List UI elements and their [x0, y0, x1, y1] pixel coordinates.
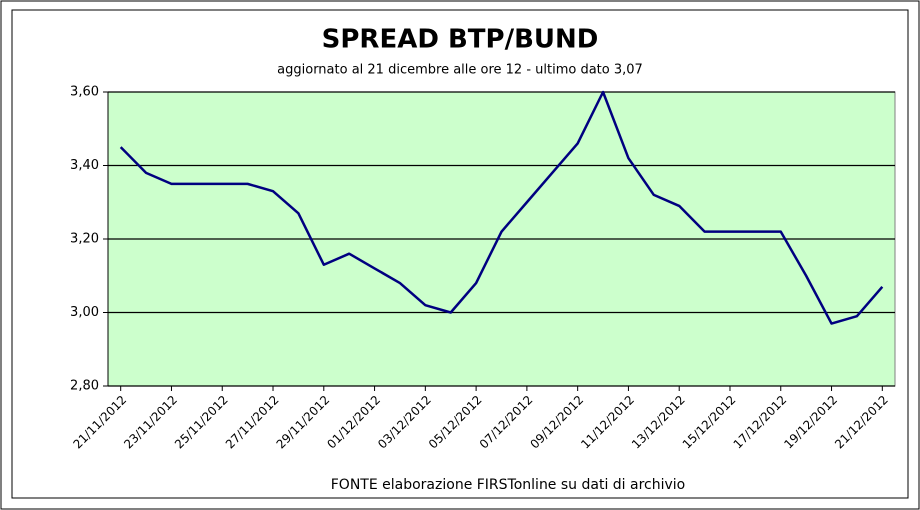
y-tick-label: 3,20	[70, 232, 99, 247]
chart-subtitle: aggiornato al 21 dicembre alle ore 12 - …	[277, 63, 643, 78]
source-note: FONTE elaborazione FIRSTonline su dati d…	[331, 477, 686, 493]
y-tick-label: 3,60	[70, 85, 99, 100]
y-tick-label: 2,80	[70, 379, 99, 394]
y-tick-label: 3,40	[70, 158, 99, 173]
y-tick-label: 3,00	[70, 305, 99, 320]
data-line	[119, 90, 884, 325]
chart-title: SPREAD BTP/BUND	[322, 25, 599, 55]
